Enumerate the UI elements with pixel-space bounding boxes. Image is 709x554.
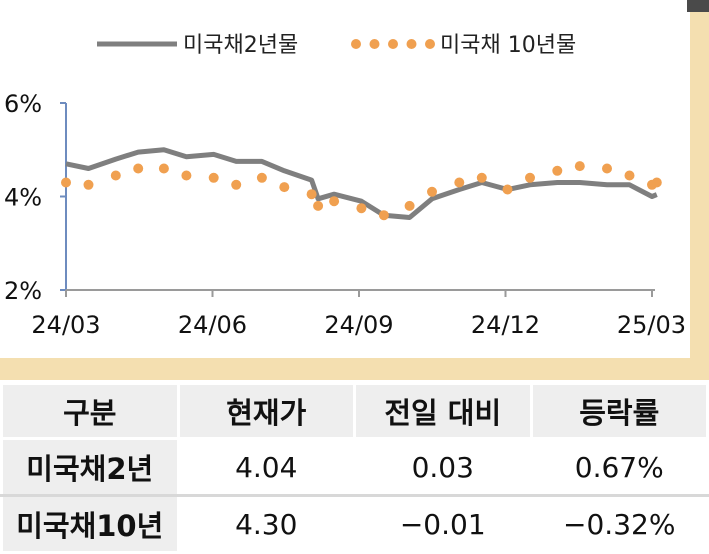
cell-current-price: 4.04 <box>176 437 356 497</box>
series-point-10y <box>181 170 192 181</box>
x-tick-label: 24/12 <box>471 311 540 339</box>
legend-dot <box>406 39 417 49</box>
series-point-10y <box>231 179 242 190</box>
series-point-10y <box>256 172 267 183</box>
series-point-10y <box>427 186 437 197</box>
corner-mark <box>687 0 709 12</box>
header-daily-change: 전일 대비 <box>353 382 533 440</box>
series-point-10y <box>61 177 71 188</box>
series-point-10y <box>110 170 121 181</box>
cell-change-rate: 0.67% <box>529 437 709 497</box>
series-layer <box>61 147 662 221</box>
quote-table: 구분 현재가 전일 대비 등락률 미국채2년 4.04 0.03 0.67% 미… <box>0 382 709 554</box>
series-point-10y <box>602 163 612 174</box>
series-point-10y <box>525 172 535 183</box>
table-header-row: 구분 현재가 전일 대비 등락률 <box>0 382 709 440</box>
y-tick-label: 2% <box>4 277 42 305</box>
series-point-10y <box>552 165 563 176</box>
legend-swatch-10y <box>351 39 435 49</box>
series-point-10y <box>313 200 324 211</box>
series-point-10y <box>574 161 585 172</box>
series-line-2y <box>65 147 658 220</box>
row-label: 미국채10년 <box>0 494 180 554</box>
legend-dot <box>425 39 435 49</box>
x-tick-label: 24/03 <box>31 311 100 339</box>
x-tick-label: 25/03 <box>617 311 686 339</box>
header-change-rate: 등락률 <box>529 382 709 440</box>
header-category: 구분 <box>0 382 180 440</box>
series-point-10y <box>454 177 465 188</box>
series-point-10y <box>208 172 219 183</box>
y-tick-label: 6% <box>4 90 42 118</box>
row-label: 미국채2년 <box>0 437 180 497</box>
series-point-10y <box>476 172 487 183</box>
legend-label-2y: 미국채2년물 <box>183 33 298 58</box>
table-row: 미국채2년 4.04 0.03 0.67% <box>0 437 709 497</box>
series-point-10y <box>133 163 144 174</box>
series-point-10y <box>502 184 513 195</box>
chart-legend: 미국채2년물 미국채 10년물 <box>97 33 576 58</box>
x-tick-label: 24/09 <box>324 311 393 339</box>
series-point-10y <box>404 200 415 211</box>
y-tick-label: 4% <box>4 184 42 212</box>
series-point-10y <box>279 182 290 193</box>
legend-dot <box>369 39 380 49</box>
legend-dot <box>388 39 398 49</box>
legend-dot <box>351 39 361 49</box>
y-ticks: 2% 4% 6% <box>4 90 66 305</box>
header-current-price: 현재가 <box>176 382 356 440</box>
series-point-10y <box>651 177 662 188</box>
legend-label-10y: 미국채 10년물 <box>440 33 576 58</box>
series-point-10y <box>158 163 169 174</box>
yield-chart: 미국채2년물 미국채 10년물 2%4%6% 24/03 24/06 24/09 24… <box>4 33 686 339</box>
x-ticks: 24/03 24/06 24/09 24/12 25/03 <box>31 290 686 339</box>
series-point-10y <box>624 170 635 181</box>
series-point-10y <box>83 179 94 190</box>
x-tick-label: 24/06 <box>178 311 247 339</box>
series-point-10y <box>306 189 317 200</box>
series-point-10y <box>329 196 340 207</box>
series-point-10y <box>356 203 367 214</box>
series-point-10y <box>378 210 389 221</box>
cell-daily-change: 0.03 <box>353 437 533 497</box>
